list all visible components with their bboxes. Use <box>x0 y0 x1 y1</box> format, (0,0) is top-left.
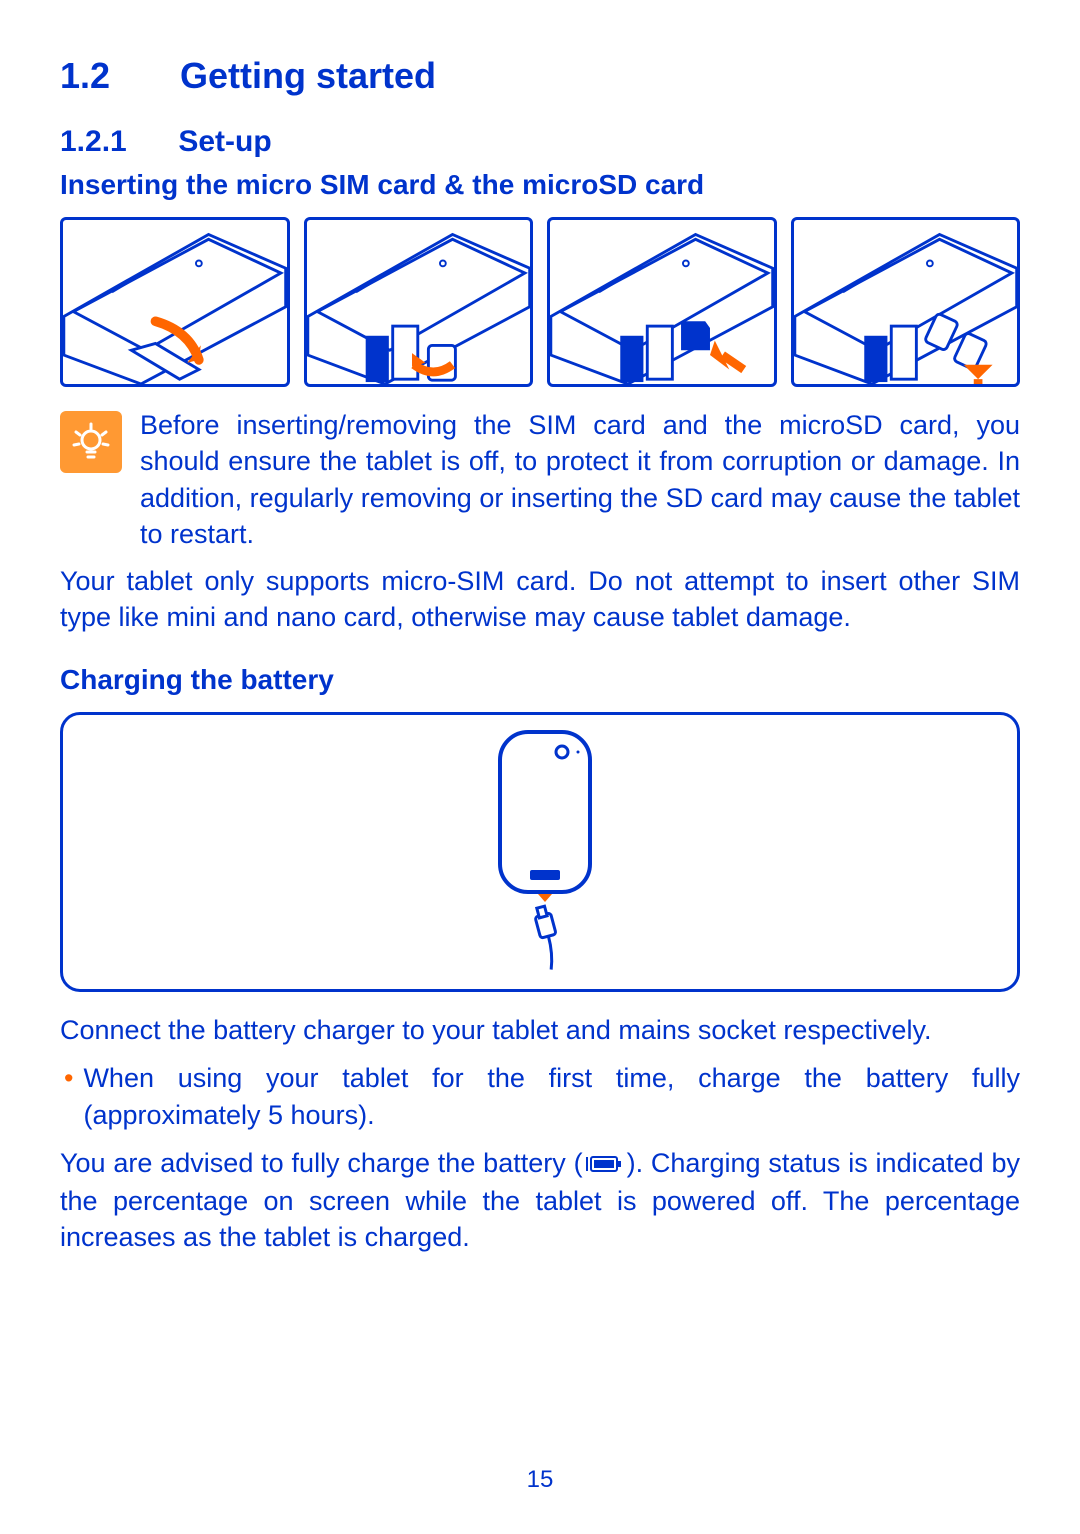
sim-heading: Inserting the micro SIM card & the micro… <box>60 169 1020 201</box>
charge-note-before: You are advised to fully charge the batt… <box>60 1148 583 1178</box>
charge-intro: Connect the battery charger to your tabl… <box>60 1012 1020 1048</box>
charge-diagram <box>60 712 1020 992</box>
section-title: Getting started <box>180 55 436 96</box>
battery-full-icon <box>585 1147 625 1183</box>
tip-row: Before inserting/removing the SIM card a… <box>60 407 1020 553</box>
sim-note: Your tablet only supports micro-SIM card… <box>60 563 1020 636</box>
tip-text: Before inserting/removing the SIM card a… <box>140 407 1020 553</box>
bullet-dot-icon: • <box>60 1060 73 1133</box>
subsection-title: Set-up <box>178 125 271 158</box>
section-heading: 1.2 Getting started <box>60 55 1020 97</box>
subsection-heading: 1.2.1 Set-up <box>60 125 1020 159</box>
charge-bullet-text: When using your tablet for the first tim… <box>83 1060 1020 1133</box>
sim-diagram-panel-4 <box>791 217 1021 387</box>
charge-note: You are advised to fully charge the batt… <box>60 1145 1020 1256</box>
lightbulb-tip-icon <box>60 411 122 473</box>
subsection-number: 1.2.1 <box>60 125 170 159</box>
charge-bullet-row: • When using your tablet for the first t… <box>60 1060 1020 1133</box>
section-number: 1.2 <box>60 55 170 97</box>
page-number: 15 <box>0 1466 1080 1494</box>
charge-heading: Charging the battery <box>60 664 1020 696</box>
sim-diagram-row <box>60 217 1020 387</box>
sim-diagram-panel-3 <box>547 217 777 387</box>
sim-diagram-panel-2 <box>304 217 534 387</box>
sim-diagram-panel-1 <box>60 217 290 387</box>
